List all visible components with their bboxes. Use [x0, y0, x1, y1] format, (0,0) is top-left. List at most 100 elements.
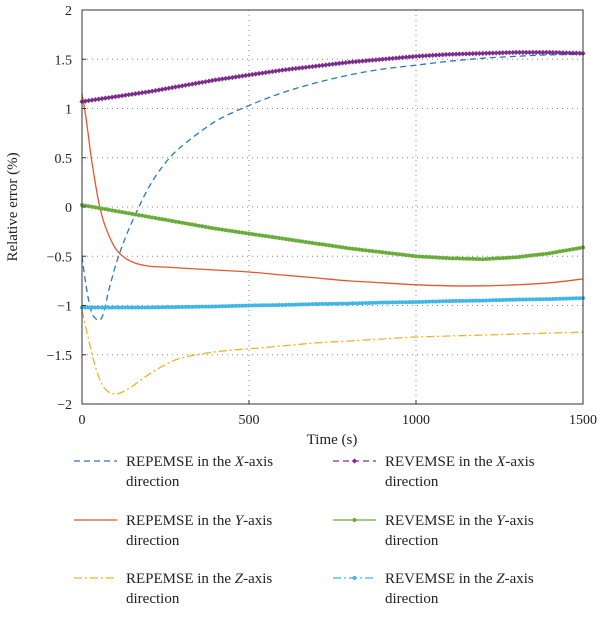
- data-point: [370, 249, 375, 254]
- data-point: [243, 231, 248, 236]
- data-point: [337, 244, 342, 249]
- data-point: [287, 237, 292, 242]
- data-point: [387, 251, 392, 256]
- data-point: [330, 243, 335, 248]
- data-point: [257, 233, 262, 238]
- data-point: [520, 297, 525, 302]
- data-point: [140, 213, 145, 218]
- data-point: [376, 56, 382, 63]
- data-point: [434, 299, 439, 304]
- data-point: [339, 60, 346, 66]
- data-point: [567, 50, 573, 56]
- data-point: [219, 76, 225, 82]
- y-tick-label: −2: [57, 398, 72, 413]
- data-point: [106, 305, 111, 310]
- legend-marker: [351, 458, 358, 464]
- data-point: [403, 54, 409, 60]
- series-layer: [79, 49, 586, 395]
- data-point: [163, 305, 168, 310]
- data-point: [223, 228, 228, 233]
- data-point: [166, 85, 172, 91]
- data-point: [373, 249, 378, 254]
- data-point: [200, 224, 205, 229]
- data-point: [226, 75, 232, 81]
- data-point: [477, 257, 482, 262]
- data-point: [400, 252, 405, 257]
- data-point: [577, 50, 583, 56]
- series-1: [81, 53, 584, 321]
- data-point: [367, 248, 372, 253]
- data-point: [520, 254, 525, 259]
- series-3: [81, 310, 584, 395]
- data-point: [267, 303, 272, 308]
- x-tick-label: 1500: [569, 413, 597, 428]
- data-point: [504, 297, 509, 302]
- data-point: [323, 62, 329, 68]
- data-point: [273, 68, 279, 74]
- data-point: [182, 82, 189, 88]
- data-point: [316, 63, 322, 69]
- data-point: [162, 86, 169, 92]
- data-point: [570, 247, 575, 252]
- data-point: [346, 59, 352, 65]
- data-point: [460, 51, 466, 57]
- data-point: [527, 253, 532, 258]
- data-point: [437, 299, 442, 304]
- legend-label-prefix: REVEMSE in the: [385, 571, 496, 587]
- data-point: [210, 304, 215, 309]
- data-point: [547, 49, 553, 55]
- data-point: [543, 49, 549, 55]
- legend-label-prefix: REVEMSE in the: [385, 513, 496, 529]
- data-point: [514, 255, 519, 260]
- data-point: [297, 302, 302, 307]
- data-point: [454, 256, 459, 261]
- data-point: [453, 51, 459, 57]
- data-point: [300, 302, 305, 307]
- data-point: [119, 93, 125, 99]
- data-point: [414, 300, 418, 305]
- legend-label-suffix: -axis: [243, 571, 272, 587]
- data-point: [430, 255, 435, 260]
- data-point: [327, 301, 332, 306]
- data-point: [557, 50, 563, 56]
- data-point: [490, 298, 495, 303]
- data-point: [263, 69, 269, 76]
- data-point: [577, 245, 582, 250]
- data-point: [467, 256, 472, 261]
- data-point: [126, 211, 131, 216]
- data-point: [263, 234, 268, 239]
- data-point: [544, 297, 549, 302]
- data-point: [464, 298, 469, 303]
- legend-item-6: REVEMSE in the Z-axis direction: [333, 571, 534, 607]
- data-point: [243, 303, 248, 308]
- data-point: [523, 49, 529, 55]
- data-point: [473, 50, 479, 57]
- y-tick-label: −1.5: [47, 349, 72, 364]
- data-point: [537, 297, 542, 302]
- data-point: [140, 305, 145, 310]
- data-point: [230, 303, 235, 308]
- data-point: [420, 299, 425, 304]
- data-point: [267, 234, 272, 239]
- y-tick-label: 1: [65, 103, 72, 118]
- legend-label-axis: X: [234, 454, 245, 470]
- data-point: [434, 255, 439, 260]
- data-point: [403, 300, 408, 305]
- data-point: [130, 305, 135, 310]
- data-point: [307, 240, 312, 245]
- data-point: [249, 71, 255, 78]
- data-point: [122, 92, 129, 98]
- data-point: [90, 204, 95, 209]
- data-point: [329, 61, 336, 67]
- data-point: [133, 305, 138, 310]
- data-point: [290, 302, 295, 307]
- data-point: [250, 232, 255, 237]
- data-point: [133, 212, 138, 217]
- data-point: [277, 303, 282, 308]
- data-point: [280, 236, 285, 241]
- data-point: [477, 298, 482, 303]
- data-point: [490, 256, 495, 261]
- data-point: [247, 303, 251, 308]
- data-point: [487, 256, 492, 261]
